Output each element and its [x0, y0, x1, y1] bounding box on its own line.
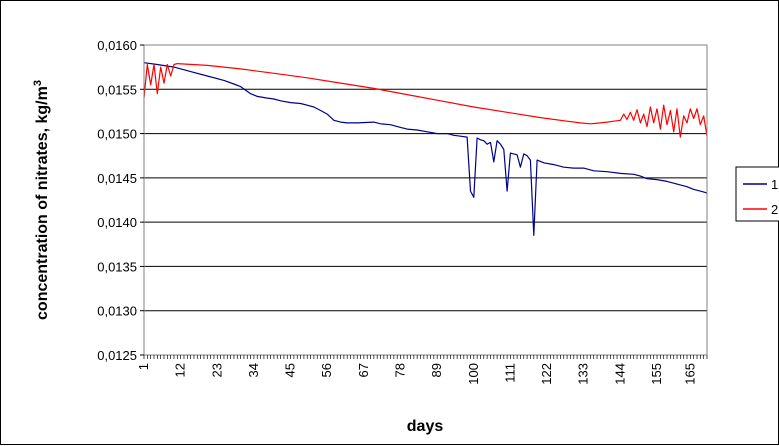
plot-area-border [143, 44, 708, 356]
x-tick-label: 111 [502, 363, 517, 383]
x-axis-title: days [407, 418, 444, 435]
x-tick-label: 45 [283, 363, 298, 377]
y-axis-title: concentration of nitrates, kg/m3 [32, 80, 51, 320]
legend: 12 [735, 166, 779, 222]
y-tick-label: 0,0140 [97, 215, 137, 230]
plot-area-background [144, 45, 707, 355]
x-tick-label: 23 [209, 363, 224, 377]
grid-lines [144, 88, 707, 312]
y-tick-label: 0,0135 [97, 259, 137, 274]
y-tick-label: 0,0145 [97, 171, 137, 186]
x-tick-label: 122 [539, 363, 554, 385]
x-tick-label: 100 [466, 363, 481, 385]
x-tick-label: 56 [319, 363, 334, 377]
x-tick-label: 155 [649, 363, 664, 385]
x-tick-label: 144 [612, 363, 627, 385]
y-tick-label: 0,0130 [97, 304, 137, 319]
series-line-1 [143, 62, 708, 236]
y-axis: 0,0125 0,0130 0,0135 0,0140 0,0145 0,0150 0,01… [97, 38, 144, 363]
legend-label-1: 1 [771, 177, 778, 192]
legend-label-2: 2 [771, 202, 778, 217]
y-axis-title-superscript: 3 [32, 80, 44, 86]
series-line-2 [143, 63, 708, 138]
y-tick-label: 0,0150 [97, 127, 137, 142]
y-tick-label: 0,0160 [97, 38, 137, 53]
x-tick-label: 1 [136, 363, 151, 370]
x-tick-label: 133 [576, 363, 591, 385]
legend-box [735, 166, 779, 222]
y-axis-title-text: concentration of nitrates, kg/m [34, 86, 51, 320]
y-tick-label: 0,0125 [97, 348, 137, 363]
x-tick-label: 89 [429, 363, 444, 377]
x-tick-label: 34 [246, 363, 261, 377]
x-tick-label: 78 [393, 363, 408, 377]
x-axis: 1 12 23 34 45 56 67 78 89 100 111 122 133 144 155 165 [136, 355, 708, 385]
x-tick-label: 165 [682, 363, 697, 385]
series-layer [143, 62, 708, 236]
y-tick-label: 0,0155 [97, 82, 137, 97]
x-tick-label: 12 [173, 363, 188, 377]
x-tick-label: 67 [356, 363, 371, 377]
